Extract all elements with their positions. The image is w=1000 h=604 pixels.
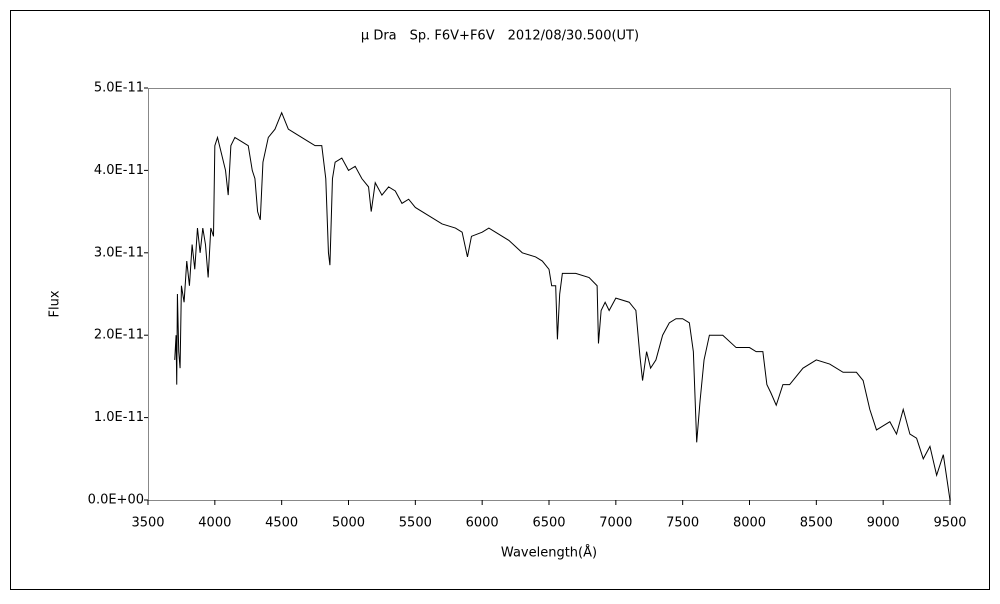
x-tick-label: 6500 [532,516,565,531]
x-tick-label: 7000 [599,516,632,531]
x-tick-label: 5000 [332,516,365,531]
y-tick-label: 3.0E-11 [94,245,144,260]
spectrum-line [174,111,951,501]
y-tick-label: 0.0E+00 [88,493,144,508]
y-tick-label: 2.0E-11 [94,328,144,343]
x-tick-label: 3500 [131,516,164,531]
x-tick-label: 6000 [466,516,499,531]
x-tick-label: 5500 [399,516,432,531]
x-tick-label: 9500 [933,516,966,531]
x-tick-label: 9000 [867,516,900,531]
x-tick-label: 4500 [265,516,298,531]
chart-title: μ Dra Sp. F6V+F6V 2012/08/30.500(UT) [361,29,639,44]
y-tick-label: 1.0E-11 [94,410,144,425]
x-tick-label: 8500 [800,516,833,531]
x-axis-label: Wavelength(Å) [501,545,597,561]
x-tick-label: 7500 [666,516,699,531]
y-axis-label: Flux [48,290,63,317]
x-tick-label: 4000 [198,516,231,531]
x-tick-label: 8000 [733,516,766,531]
chart-frame [10,10,990,590]
y-tick-label: 4.0E-11 [94,163,144,178]
y-tick-label: 5.0E-11 [94,81,144,96]
